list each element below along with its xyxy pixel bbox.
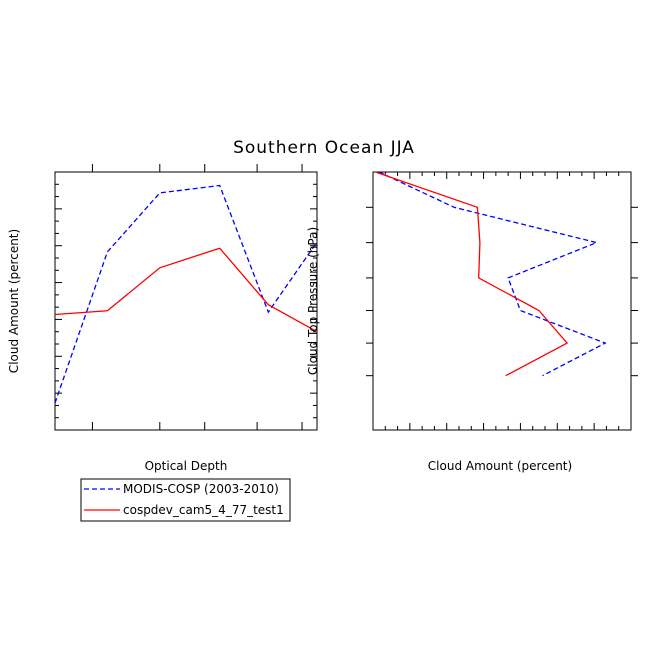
left-series-line-1 — [54, 247, 318, 333]
left-series — [54, 184, 318, 404]
legend-label-modis: MODIS-COSP (2003-2010) — [123, 482, 279, 496]
right-ticks — [366, 172, 638, 430]
legend: MODIS-COSP (2003-2010) cospdev_cam5_4_77… — [80, 478, 291, 522]
right-series-line-0 — [378, 171, 607, 377]
left-panel: Optical Depth Cloud Amount (percent) — [7, 164, 318, 473]
right-series-line-1 — [375, 171, 569, 377]
right-x-axis-label: Cloud Amount (percent) — [428, 459, 572, 473]
left-ticks — [55, 164, 317, 431]
right-y-axis-label: Cloud Top Pressure (hPa) — [306, 227, 320, 375]
chart-title: Southern Ocean JJA — [233, 138, 415, 158]
right-series — [375, 171, 607, 377]
right-panel: Cloud Amount (percent) Cloud Top Pressur… — [306, 171, 638, 473]
left-y-axis-label: Cloud Amount (percent) — [7, 229, 21, 373]
legend-label-cospdev: cospdev_cam5_4_77_test1 — [123, 503, 284, 517]
left-series-line-0 — [54, 184, 318, 404]
legend-box — [80, 478, 291, 522]
right-plot-frame — [372, 171, 632, 431]
left-plot-frame — [54, 171, 318, 431]
left-x-axis-label: Optical Depth — [145, 459, 228, 473]
